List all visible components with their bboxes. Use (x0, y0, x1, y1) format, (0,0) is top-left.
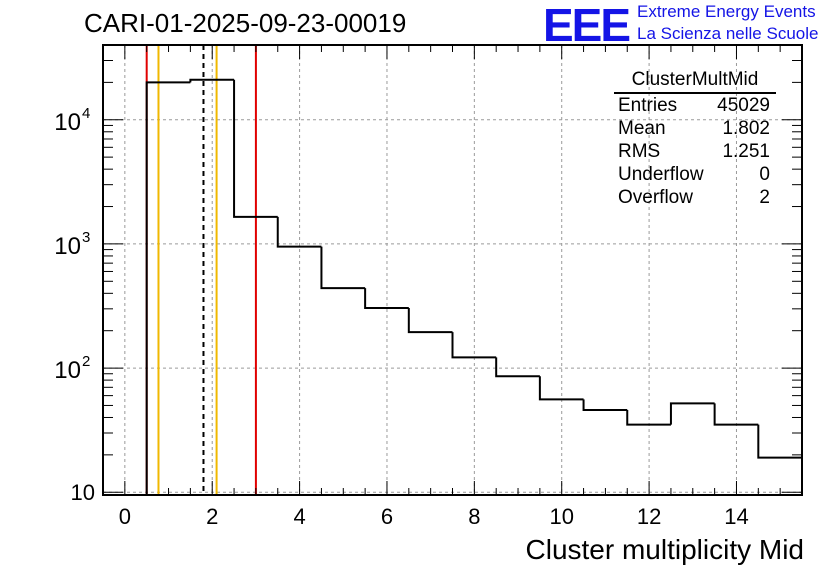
stats-label: Mean (618, 118, 666, 139)
histogram-bin (145, 81, 191, 495)
y-tick-label: 10 (54, 109, 81, 136)
stats-value: 1.251 (722, 141, 770, 162)
histogram-series (145, 78, 802, 495)
x-tick-label: 10 (549, 504, 573, 529)
x-tick-label: 8 (468, 504, 480, 529)
histogram-bin (320, 246, 366, 290)
histogram-bin (364, 288, 409, 309)
histogram-bin (757, 424, 802, 459)
x-tick-label: 14 (724, 504, 748, 529)
histogram-bin (713, 403, 759, 426)
stats-title: ClusterMultMid (614, 69, 776, 94)
x-tick-label: 2 (206, 504, 218, 529)
histogram-bin (276, 216, 322, 248)
histogram-bin (626, 409, 671, 426)
x-axis-label: Cluster multiplicity Mid (525, 534, 805, 565)
x-tick-label: 6 (381, 504, 393, 529)
logo-line-1: Extreme Energy Events (637, 2, 816, 21)
histogram-bin (451, 332, 497, 359)
histogram-bin (669, 402, 715, 425)
eee-logo: EEE (543, 0, 631, 51)
stats-value: 0 (759, 164, 770, 185)
stats-label: Entries (618, 95, 678, 116)
logo-line-2: La Scienza nelle Scuole (637, 24, 819, 43)
stats-row-overflow: Overflow 2 (612, 186, 778, 209)
y-tick-label-exponent: 2 (82, 353, 90, 370)
histogram-bin (189, 78, 235, 83)
y-tick-label: 10 (71, 480, 95, 505)
histogram-bin (538, 376, 584, 401)
y-tick-label-exponent: 3 (82, 229, 90, 246)
stats-row-underflow: Underflow 0 (612, 163, 778, 186)
histogram-bin (495, 357, 540, 378)
y-tick-label: 10 (54, 233, 81, 260)
y-tick-label-exponent: 4 (82, 105, 90, 122)
chart-title: CARI-01-2025-09-23-00019 (84, 8, 407, 38)
axes-frame (102, 44, 803, 496)
x-tick-label: 0 (119, 504, 131, 529)
stats-value: 45029 (717, 95, 770, 116)
x-tick-label: 4 (293, 504, 305, 529)
stats-label: RMS (618, 141, 661, 162)
y-tick-label: 10 (54, 357, 81, 384)
stats-label: Overflow (618, 187, 693, 208)
stats-row-rms: RMS 1.251 (612, 140, 778, 163)
stats-value: 2 (759, 187, 770, 208)
stats-box: ClusterMultMid Entries 45029 Mean 1.802 … (612, 69, 778, 209)
histogram-bin (233, 79, 278, 218)
stats-label: Underflow (618, 164, 704, 185)
stats-value: 1.802 (722, 118, 770, 139)
histogram-bin (582, 399, 628, 411)
stats-row-mean: Mean 1.802 (612, 117, 778, 140)
x-tick-label: 12 (637, 504, 661, 529)
stats-row-entries: Entries 45029 (612, 94, 778, 117)
histogram-bin (407, 307, 453, 334)
marker-lines (145, 45, 257, 495)
